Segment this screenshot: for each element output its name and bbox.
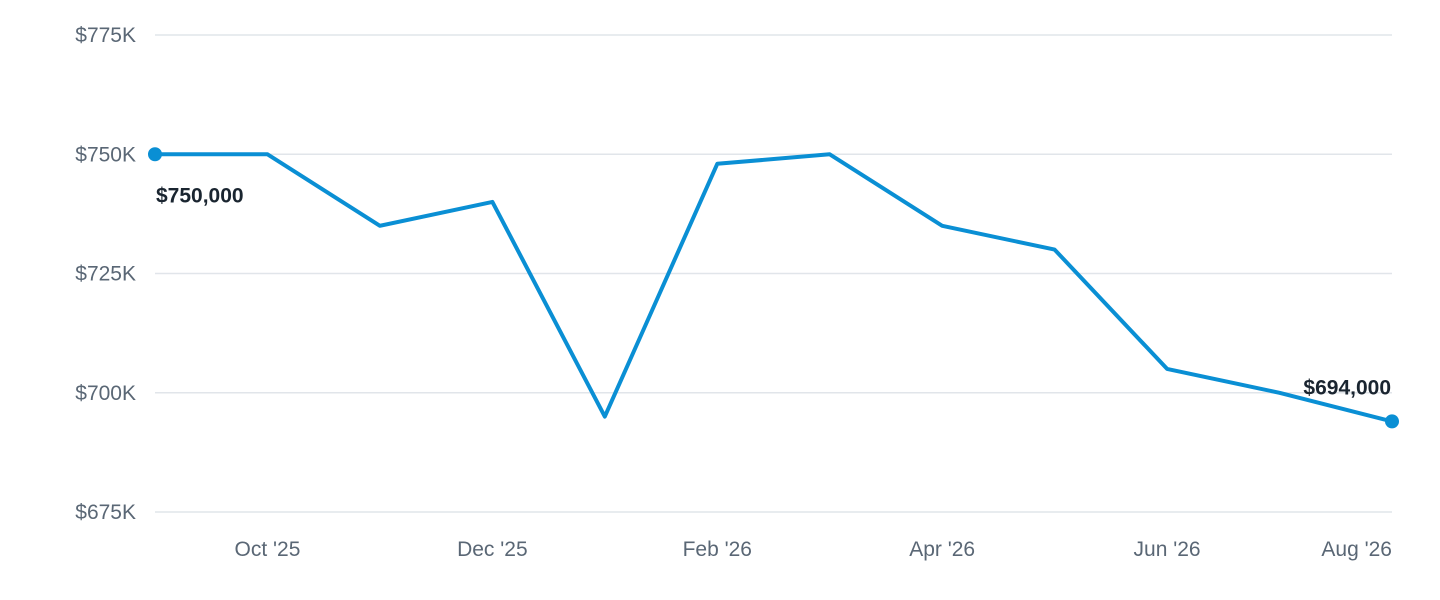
x-tick-label: Dec '25 — [457, 538, 528, 561]
y-tick-label: $750K — [75, 143, 136, 166]
series-layer — [153, 152, 1394, 424]
x-tick-label: Jun '26 — [1134, 538, 1201, 561]
x-tick-label: Aug '26 — [1321, 538, 1392, 561]
annotation-layer: $750,000 $694,000 — [148, 147, 1399, 429]
x-tick-label: Apr '26 — [909, 538, 975, 561]
y-tick-label: $725K — [75, 263, 136, 286]
x-tick-label: Feb '26 — [683, 538, 752, 561]
y-tick-label: $700K — [75, 382, 136, 405]
endpoint-marker[interactable] — [148, 147, 162, 162]
endpoint-marker[interactable] — [1385, 414, 1399, 429]
x-tick-label: Oct '25 — [235, 538, 301, 561]
value-annotation: $750,000 — [156, 184, 244, 207]
x-axis-labels: Oct '25 Dec '25 Feb '26 Apr '26 Jun '26 Aug '… — [235, 538, 1392, 561]
series-line — [153, 152, 1394, 424]
y-tick-label: $775K — [75, 24, 136, 47]
y-axis-labels: $775K $750K $725K $700K $675K — [75, 24, 136, 524]
gridlines — [155, 34, 1392, 513]
y-tick-label: $675K — [75, 501, 136, 524]
value-annotation: $694,000 — [1303, 376, 1391, 399]
